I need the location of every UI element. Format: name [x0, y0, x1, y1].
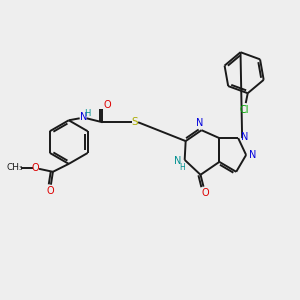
Text: O: O — [103, 100, 111, 110]
Text: N: N — [249, 150, 257, 160]
Text: S: S — [132, 117, 139, 127]
Text: N: N — [196, 118, 203, 128]
Text: O: O — [31, 163, 39, 173]
Text: N: N — [242, 132, 249, 142]
Text: N: N — [174, 156, 182, 166]
Text: CH₃: CH₃ — [7, 163, 24, 172]
Text: O: O — [46, 186, 54, 196]
Text: Cl: Cl — [239, 105, 248, 115]
Text: N: N — [80, 112, 87, 122]
Text: H: H — [84, 109, 91, 118]
Text: O: O — [202, 188, 209, 198]
Text: H: H — [179, 163, 184, 172]
